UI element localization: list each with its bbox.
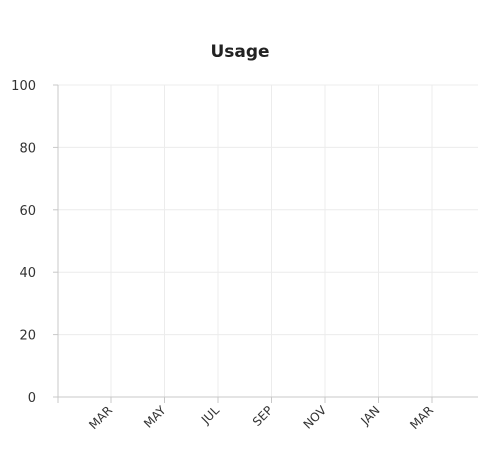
x-tick-label: SEP (250, 403, 276, 429)
x-tick-label: MAY (141, 403, 169, 431)
y-tick-label: 80 (19, 141, 36, 156)
y-tick-label: 40 (19, 266, 36, 281)
chart-title: Usage (210, 42, 270, 62)
x-tick-label: MAR (86, 403, 115, 432)
y-tick-label: 100 (11, 79, 36, 94)
label-layer: 0 20 40 60 80 100 MAR MAY JUL SEP NOV JAN MAR (11, 79, 436, 432)
axis-layer (53, 84, 478, 403)
grid-layer (58, 84, 478, 397)
y-tick-label: 60 (19, 204, 36, 219)
x-tick-label: JAN (358, 403, 383, 428)
y-tick-label: 0 (28, 391, 36, 406)
x-tick-label: MAR (407, 403, 436, 432)
x-tick-label: NOV (301, 403, 330, 432)
y-tick-label: 20 (19, 329, 36, 344)
x-tick-label: JUL (198, 403, 222, 427)
